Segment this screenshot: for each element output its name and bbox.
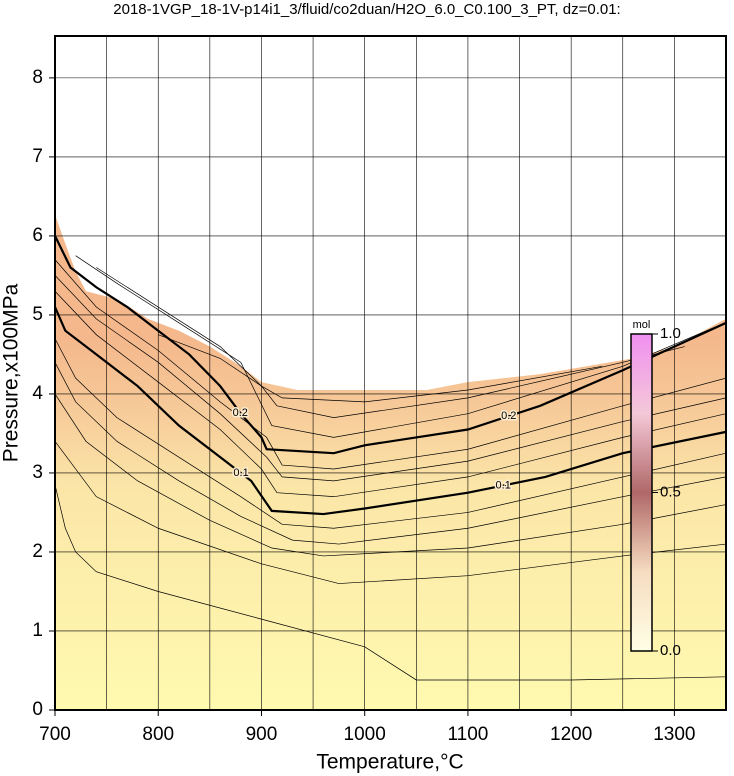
contour-line: [54, 275, 727, 482]
contour-label: 0.1: [496, 479, 511, 491]
x-tick-label: 800: [142, 724, 174, 745]
contour-line: [158, 334, 603, 403]
contour-line: [54, 393, 727, 557]
y-tick-label: 0: [32, 699, 43, 720]
plot-frame: [54, 35, 727, 711]
x-tick-label: 700: [39, 724, 71, 745]
y-tick-label: 8: [32, 67, 43, 88]
chart-title: 2018-1VGP_18-1V-p14i1_3/fluid/co2duan/H2…: [113, 1, 620, 18]
contour-line: [53, 306, 727, 516]
contour-line: [54, 362, 727, 545]
y-tick-label: 4: [32, 383, 43, 404]
contour-line: [54, 484, 727, 681]
y-tick-label: 5: [32, 304, 43, 325]
y-tick-label: 7: [32, 146, 43, 167]
contour-label: 0.2: [233, 407, 248, 419]
y-tick-label: 6: [32, 225, 43, 246]
x-tick-label: 1300: [653, 724, 695, 745]
x-tick-label: 1200: [550, 724, 592, 745]
y-tick-label: 2: [32, 541, 43, 562]
colorbar-tick-label: 0.0: [660, 642, 681, 659]
contour-label: 0.1: [233, 467, 248, 479]
colorbar: [630, 333, 653, 652]
contour-line: [54, 441, 727, 584]
contour-line: [96, 267, 685, 418]
contour-line: [54, 290, 727, 498]
filled-region: [55, 214, 726, 710]
x-tick-label: 1100: [447, 724, 488, 745]
x-axis-label: Temperature,°C: [316, 751, 463, 774]
y-tick-label: 3: [32, 462, 43, 483]
y-axis-label: Pressure,x100MPa: [0, 283, 23, 462]
x-tick-label: 900: [246, 724, 278, 745]
x-tick-label: 1000: [344, 724, 386, 745]
contour-line: [54, 338, 727, 529]
contour-line: [54, 235, 727, 455]
contour-line: [75, 255, 716, 438]
colorbar-tick-label: 1.0: [660, 325, 681, 342]
colorbar-tick-label: 0.5: [660, 483, 681, 500]
y-tick-label: 1: [32, 620, 43, 641]
colorbar-title: mol: [633, 319, 651, 331]
contour-line: [54, 259, 727, 470]
contour-label: 0.2: [501, 410, 516, 422]
